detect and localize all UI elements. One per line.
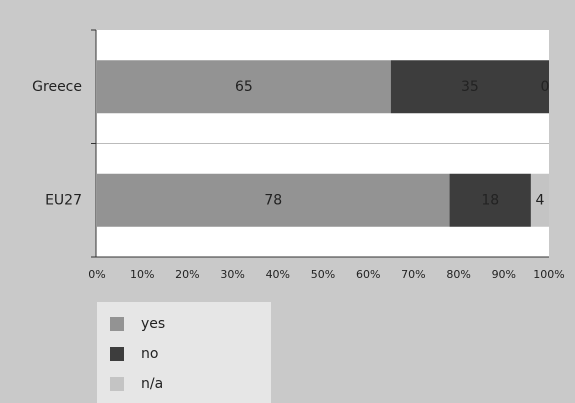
bar-segment — [97, 173, 450, 227]
data-label: 4 — [535, 192, 544, 208]
y-tick-label: Greece — [32, 79, 82, 95]
legend-swatch — [110, 377, 124, 391]
bar-segment — [97, 60, 391, 114]
x-tick-label: 40% — [266, 268, 290, 281]
data-label: 65 — [235, 79, 253, 95]
bar-segment — [449, 173, 531, 227]
data-label: 78 — [264, 192, 282, 208]
x-tick-label: 30% — [220, 268, 244, 281]
x-tick-label: 0% — [88, 268, 105, 281]
legend-swatch — [110, 347, 124, 361]
legend-label: yes — [141, 316, 165, 332]
x-tick-label: 50% — [311, 268, 335, 281]
legend-label: no — [141, 346, 158, 362]
y-tick-label: EU27 — [45, 192, 82, 208]
x-tick-label: 20% — [175, 268, 199, 281]
x-tick-label: 60% — [356, 268, 380, 281]
x-tick-label: 90% — [492, 268, 516, 281]
legend-label: n/a — [141, 376, 163, 392]
x-tick-label: 10% — [130, 268, 154, 281]
bar-segment — [390, 60, 549, 114]
data-label: 18 — [481, 192, 499, 208]
legend-box — [97, 302, 271, 403]
x-tick-label: 100% — [533, 268, 564, 281]
legend-swatch — [110, 317, 124, 331]
data-label: 0 — [541, 79, 550, 95]
bar-segment — [530, 173, 549, 227]
x-tick-label: 70% — [401, 268, 425, 281]
data-label: 35 — [461, 79, 479, 95]
x-tick-label: 80% — [446, 268, 470, 281]
